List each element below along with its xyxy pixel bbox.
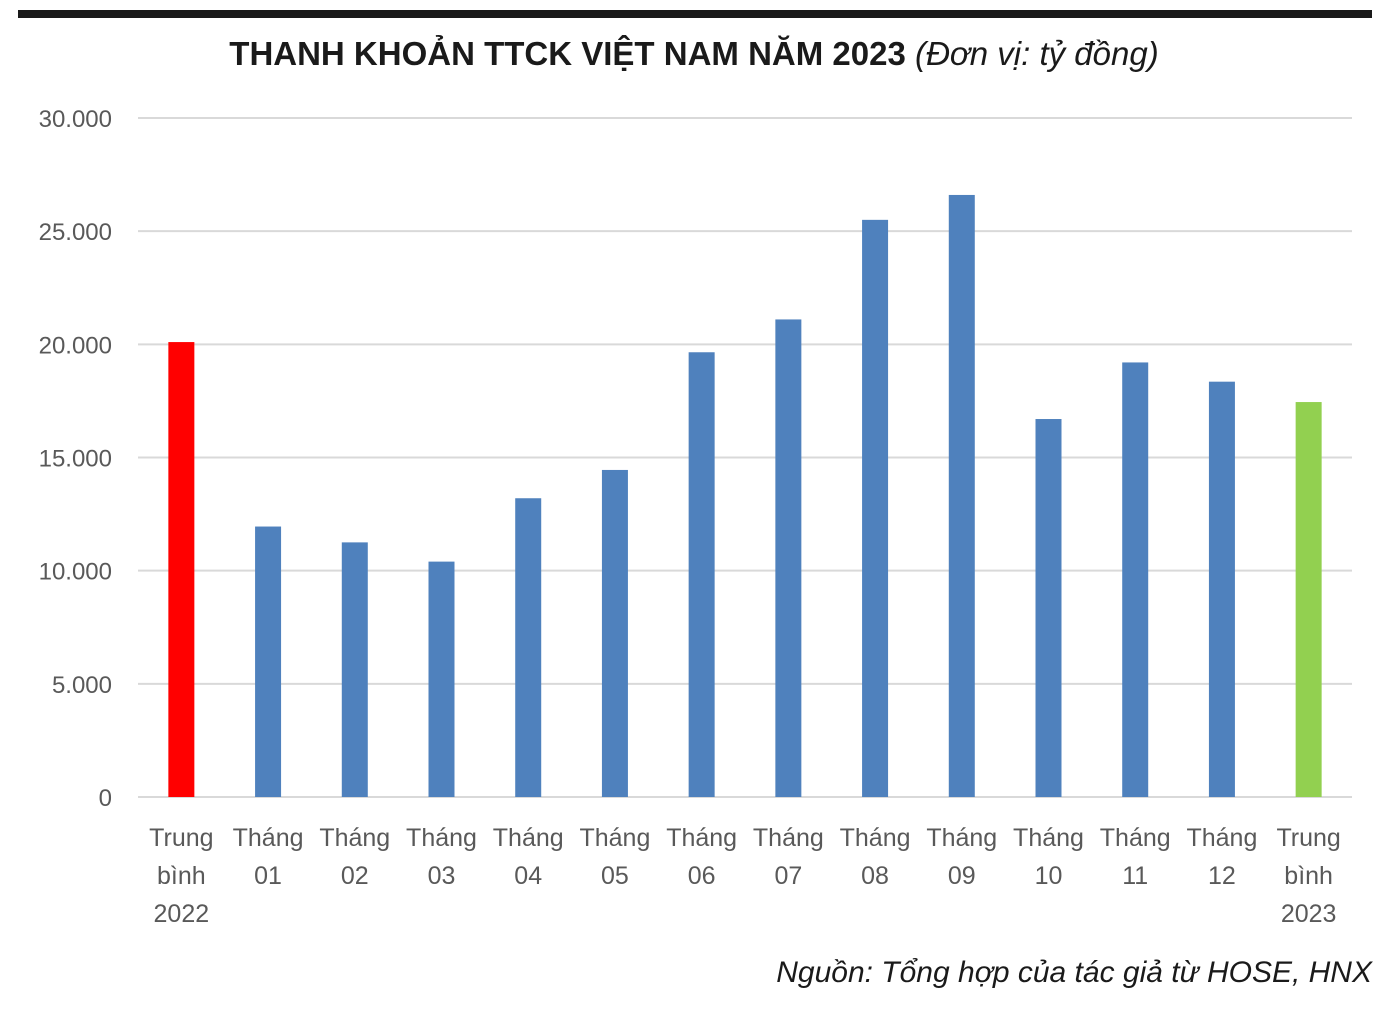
x-tick-label: Trung bình 2023 (1276, 824, 1340, 928)
bar (775, 319, 802, 797)
x-tick-label-line: Tháng (579, 824, 650, 852)
bar (1295, 402, 1322, 797)
bar (688, 352, 715, 797)
bar (428, 561, 455, 797)
x-tick-label-line: 2022 (154, 900, 210, 928)
x-tick-label-line: bình (1284, 862, 1333, 890)
x-tick-label: Tháng 09 (926, 824, 997, 890)
x-tick-label: Tháng 03 (406, 824, 477, 890)
chart-title-main: THANH KHOẢN TTCK VIỆT NAM NĂM 2023 (229, 35, 906, 72)
x-tick-label: Trung bình 2022 (149, 824, 213, 928)
bar (1208, 381, 1235, 797)
x-tick-label-line: Tháng (1013, 824, 1084, 852)
x-tick-label-line: Tháng (666, 824, 737, 852)
y-tick-label: 15.000 (39, 446, 112, 473)
y-tick-label: 5.000 (52, 672, 112, 699)
x-tick-label: Tháng 01 (233, 824, 304, 890)
bars (168, 194, 1322, 798)
bar (341, 542, 368, 797)
bar (168, 342, 195, 797)
x-tick-label-line: Tháng (1186, 824, 1257, 852)
x-tick-label-line: 02 (341, 862, 369, 890)
bar (1122, 362, 1149, 797)
x-tick-label: Tháng 05 (579, 824, 650, 890)
x-tick-label-line: Tháng (840, 824, 911, 852)
x-tick-label: Tháng 06 (666, 824, 737, 890)
x-tick-label: Tháng 08 (840, 824, 911, 890)
x-tick-label-line: Tháng (926, 824, 997, 852)
x-tick-label-line: 06 (688, 862, 716, 890)
x-tick-label: Tháng 12 (1186, 824, 1257, 890)
chart-title: THANH KHOẢN TTCK VIỆT NAM NĂM 2023 (Đơn … (0, 34, 1388, 74)
x-tick-label-line: Tháng (233, 824, 304, 852)
x-tick-label-line: 12 (1208, 862, 1236, 890)
y-tick-label: 20.000 (39, 332, 112, 359)
y-tick-label: 10.000 (39, 559, 112, 586)
x-tick-label-line: Tháng (319, 824, 390, 852)
x-tick-label-line: 04 (514, 862, 542, 890)
x-tick-label: Tháng 10 (1013, 824, 1084, 890)
bar (862, 219, 889, 798)
x-tick-label-line: Tháng (493, 824, 564, 852)
x-tick-label-line: 2023 (1281, 900, 1337, 928)
x-tick-label-line: 03 (428, 862, 456, 890)
x-tick-label-line: 10 (1035, 862, 1063, 890)
x-tick-label-line: Tháng (406, 824, 477, 852)
x-tick-label-line: bình (157, 862, 206, 890)
source-note: Nguồn: Tổng hợp của tác giả từ HOSE, HNX (776, 956, 1372, 989)
top-rule (18, 10, 1372, 18)
x-tick-label-line: Tháng (1100, 824, 1171, 852)
bar (948, 194, 975, 797)
x-axis-ticks: Trung bình 2022 Tháng 01 Tháng 02 Tháng 03 Tháng 0… (149, 824, 1341, 928)
chart-title-unit: (Đơn vị: tỷ đồng) (915, 35, 1159, 72)
y-tick-label: 30.000 (39, 106, 112, 133)
bar (255, 526, 282, 797)
x-tick-label: Tháng 07 (753, 824, 824, 890)
y-tick-label: 0 (99, 785, 112, 812)
bar (601, 469, 628, 797)
bar (1035, 419, 1062, 797)
x-tick-label-line: Trung (1276, 824, 1340, 852)
x-tick-label-line: 08 (861, 862, 889, 890)
y-tick-label: 25.000 (39, 219, 112, 246)
x-tick-label: Tháng 04 (493, 824, 564, 890)
y-axis-ticks: 0 5.000 10.000 15.000 20.000 25.000 30.000 (39, 106, 112, 812)
x-tick-label-line: 07 (774, 862, 802, 890)
x-tick-label-line: 09 (948, 862, 976, 890)
x-tick-label-line: Trung (149, 824, 213, 852)
x-tick-label: Tháng 11 (1100, 824, 1171, 890)
x-tick-label-line: 05 (601, 862, 629, 890)
x-tick-label-line: Tháng (753, 824, 824, 852)
x-tick-label-line: 11 (1122, 862, 1148, 890)
x-tick-label: Tháng 02 (319, 824, 390, 890)
grid-lines (138, 117, 1352, 798)
x-tick-label-line: 01 (254, 862, 282, 890)
bar (515, 498, 542, 797)
